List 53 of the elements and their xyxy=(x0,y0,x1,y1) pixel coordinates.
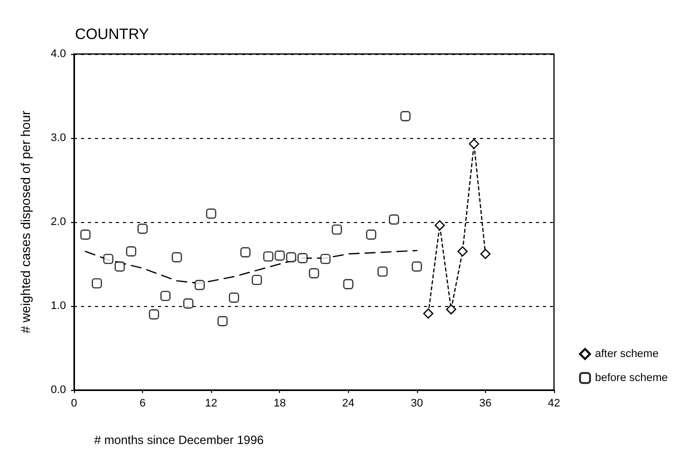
point xyxy=(240,247,251,258)
y-tick-label: 0.0 xyxy=(50,384,66,396)
point xyxy=(434,220,445,230)
point xyxy=(252,274,262,286)
chart-title: COUNTRY xyxy=(75,26,149,43)
point xyxy=(274,250,285,261)
y-tick-label: 2.0 xyxy=(50,216,66,228)
point xyxy=(457,246,468,256)
x-tick-label: 24 xyxy=(342,398,354,410)
x-tick-label: 0 xyxy=(70,398,78,410)
legend-label: before scheme xyxy=(595,372,668,384)
point xyxy=(194,280,205,290)
x-tick-label: 30 xyxy=(410,398,423,410)
point xyxy=(308,268,320,278)
point xyxy=(263,251,274,262)
point xyxy=(388,214,400,225)
point xyxy=(103,254,114,264)
y-tick-label: 1.0 xyxy=(50,300,66,312)
point xyxy=(446,304,456,314)
point xyxy=(343,279,354,290)
point xyxy=(92,278,102,288)
point xyxy=(148,309,160,320)
point xyxy=(160,290,171,302)
point xyxy=(228,292,240,303)
point xyxy=(297,253,308,264)
point xyxy=(137,224,148,234)
y-tick-label: 3.0 xyxy=(50,132,66,144)
y-tick-label: 4.0 xyxy=(50,48,66,60)
point xyxy=(423,308,434,319)
point xyxy=(400,111,411,122)
x-tick-label: 36 xyxy=(479,398,492,410)
point xyxy=(332,224,342,235)
point xyxy=(377,266,388,277)
x-tick-label: 42 xyxy=(548,398,560,410)
point xyxy=(114,261,125,272)
point xyxy=(183,298,194,309)
point xyxy=(412,261,422,272)
y-axis-title: # weighted cases disposed of per hour xyxy=(18,110,33,334)
x-tick-label: 18 xyxy=(274,398,286,410)
x-tick-label: 6 xyxy=(140,398,146,410)
point xyxy=(206,208,216,219)
point xyxy=(366,230,376,240)
point xyxy=(286,252,296,262)
point xyxy=(80,230,91,240)
point xyxy=(480,248,491,260)
x-axis-title: # months since December 1996 xyxy=(94,433,264,447)
legend-label: after scheme xyxy=(595,348,659,360)
x-tick-label: 12 xyxy=(205,398,218,410)
point xyxy=(217,316,228,326)
point xyxy=(126,246,136,256)
point xyxy=(468,138,480,149)
point xyxy=(320,254,331,264)
point xyxy=(172,252,182,262)
